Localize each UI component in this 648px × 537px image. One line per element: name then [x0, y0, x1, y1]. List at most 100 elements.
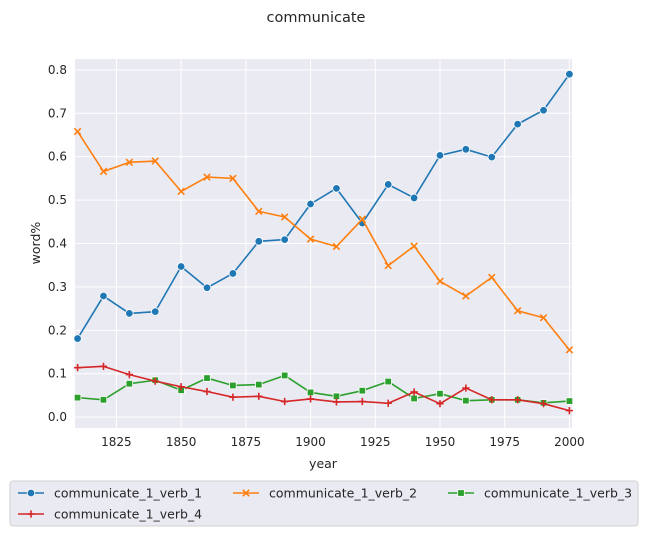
- data-point: [229, 174, 237, 183]
- x-tick-label: 1900: [295, 435, 326, 449]
- data-point: [228, 269, 238, 278]
- chart-title: communicate: [267, 10, 366, 26]
- series-layer: [73, 69, 574, 415]
- data-point: [255, 380, 263, 389]
- data-point: [73, 393, 82, 402]
- ticks: 0.0 0.1 0.2 0.3 0.4 0.5 0.6 0.7 0.8 1825 1850 1875 1…: [48, 63, 585, 449]
- data-point: [99, 396, 108, 404]
- series-line: [77, 365, 570, 412]
- data-point: [565, 397, 574, 405]
- series-2: [73, 127, 574, 354]
- legend-item: communicate_1_verb_1: [18, 486, 202, 501]
- data-point: [151, 377, 159, 385]
- data-point: [332, 242, 341, 251]
- data-point: [410, 394, 418, 403]
- legend-marker: [26, 488, 36, 498]
- data-point: [539, 400, 548, 408]
- series-line: [76, 131, 571, 351]
- data-point: [229, 393, 237, 401]
- data-point: [332, 398, 341, 406]
- data-point: [73, 334, 82, 343]
- data-point: [99, 362, 108, 370]
- data-point: [280, 371, 289, 380]
- x-tick-label: 1875: [231, 435, 262, 449]
- legend: communicate_1_verb_1 communicate_1_verb_2…: [9, 480, 639, 527]
- data-point: [280, 235, 289, 244]
- data-point: [513, 307, 522, 315]
- data-point: [125, 309, 134, 318]
- data-point: [151, 307, 160, 316]
- legend-label: communicate_1_verb_1: [54, 486, 202, 501]
- x-tick-label: 1825: [101, 435, 132, 449]
- legend-label: communicate_1_verb_3: [484, 486, 632, 501]
- series-1: [73, 69, 574, 343]
- data-point: [306, 388, 315, 397]
- data-point: [177, 383, 185, 391]
- legend-marker: [242, 489, 250, 497]
- data-point: [410, 242, 418, 250]
- x-tick-label: 1975: [489, 435, 520, 449]
- legend-frame: [9, 480, 639, 527]
- x-tick-label: 2000: [554, 435, 585, 449]
- data-point: [565, 69, 574, 79]
- data-point: [461, 145, 471, 154]
- data-point: [306, 199, 315, 209]
- data-point: [332, 184, 341, 193]
- legend-item: communicate_1_verb_4: [18, 507, 202, 522]
- y-tick-label: 0.8: [48, 63, 67, 77]
- data-point: [177, 187, 185, 196]
- data-point: [409, 193, 419, 203]
- data-point: [73, 127, 82, 136]
- data-point: [436, 400, 444, 408]
- data-point: [202, 283, 212, 292]
- legend-label: communicate_1_verb_4: [54, 507, 202, 522]
- data-point: [358, 215, 367, 223]
- data-point: [281, 397, 289, 406]
- data-point: [384, 399, 392, 407]
- data-point: [255, 207, 263, 216]
- data-point: [254, 237, 263, 246]
- data-point: [436, 390, 444, 398]
- data-point: [436, 277, 444, 286]
- x-tick-label: 1850: [166, 435, 197, 449]
- data-point: [203, 374, 211, 382]
- data-point: [462, 384, 470, 392]
- data-point: [306, 395, 315, 403]
- data-point: [125, 158, 134, 167]
- y-tick-label: 0.6: [48, 150, 67, 164]
- series-4: [73, 362, 574, 415]
- y-tick-label: 0.4: [48, 237, 67, 251]
- x-axis-label: year: [309, 456, 338, 471]
- data-point: [99, 167, 108, 176]
- data-point: [513, 119, 522, 129]
- data-point: [125, 380, 134, 388]
- y-tick-label: 0.5: [48, 193, 67, 207]
- data-point: [487, 273, 496, 282]
- data-point: [255, 392, 263, 400]
- x-tick-label: 1950: [425, 435, 456, 449]
- data-point: [539, 313, 548, 322]
- y-tick-label: 0.7: [48, 106, 67, 120]
- y-tick-label: 0.0: [48, 410, 67, 424]
- legend-marker: [27, 510, 35, 518]
- data-point: [151, 157, 160, 165]
- legend-label: communicate_1_verb_2: [269, 486, 417, 501]
- series-line: [76, 73, 571, 339]
- data-point: [306, 235, 315, 243]
- grid: [75, 59, 572, 428]
- data-point: [462, 396, 470, 405]
- data-point: [73, 364, 82, 372]
- data-point: [539, 106, 548, 115]
- data-point: [565, 407, 574, 415]
- legend-marker: [457, 489, 465, 497]
- data-point: [565, 346, 574, 354]
- data-point: [384, 261, 392, 270]
- data-point: [125, 371, 133, 379]
- data-point: [203, 387, 211, 396]
- y-axis-label: word%: [28, 222, 43, 265]
- data-point: [358, 397, 366, 406]
- data-point: [203, 173, 211, 181]
- y-tick-label: 0.2: [48, 323, 67, 337]
- data-point: [358, 386, 367, 395]
